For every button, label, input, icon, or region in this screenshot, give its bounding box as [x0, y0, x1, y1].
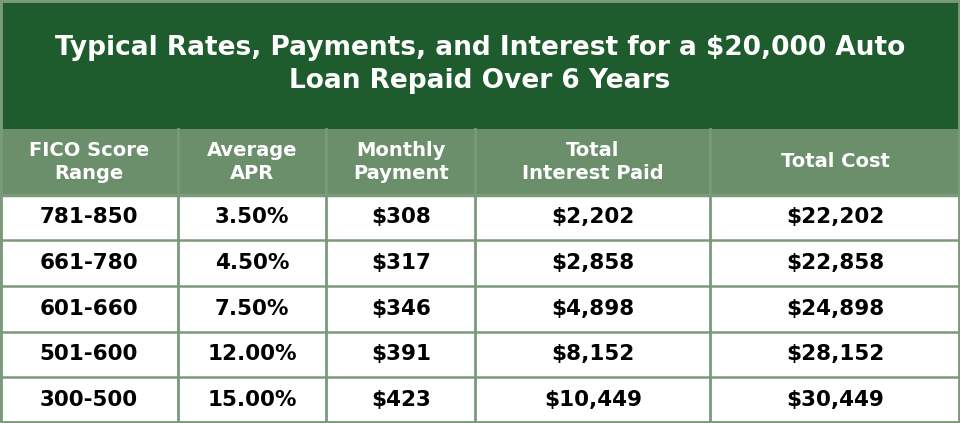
Bar	[0, 377, 960, 423]
Text: $22,858: $22,858	[786, 253, 884, 273]
Text: $22,202: $22,202	[786, 207, 884, 228]
Text: Typical Rates, Payments, and Interest for a $20,000 Auto
Loan Repaid Over 6 Year: Typical Rates, Payments, and Interest fo…	[55, 35, 905, 94]
Bar	[0, 195, 960, 240]
Bar	[0, 240, 960, 286]
Text: $28,152: $28,152	[786, 344, 884, 365]
Text: $346: $346	[371, 299, 431, 319]
Bar	[0, 286, 960, 332]
Text: 781-850: 781-850	[39, 207, 138, 228]
Text: $10,449: $10,449	[543, 390, 642, 410]
Text: 4.50%: 4.50%	[215, 253, 289, 273]
Text: Average
APR: Average APR	[206, 141, 298, 183]
Text: $2,202: $2,202	[551, 207, 635, 228]
Text: Total
Interest Paid: Total Interest Paid	[522, 141, 663, 183]
Text: FICO Score
Range: FICO Score Range	[29, 141, 149, 183]
Text: $423: $423	[371, 390, 431, 410]
Text: $2,858: $2,858	[551, 253, 635, 273]
Text: 15.00%: 15.00%	[207, 390, 297, 410]
Bar	[0, 332, 960, 377]
Text: 3.50%: 3.50%	[215, 207, 289, 228]
Text: Total Cost: Total Cost	[780, 152, 890, 171]
Text: $391: $391	[371, 344, 431, 365]
Text: Monthly
Payment: Monthly Payment	[353, 141, 448, 183]
Text: $308: $308	[371, 207, 431, 228]
Text: 12.00%: 12.00%	[207, 344, 297, 365]
Text: $24,898: $24,898	[786, 299, 884, 319]
Text: $4,898: $4,898	[551, 299, 635, 319]
Text: 501-600: 501-600	[39, 344, 138, 365]
Text: $317: $317	[371, 253, 431, 273]
Text: 7.50%: 7.50%	[215, 299, 289, 319]
Text: 601-660: 601-660	[39, 299, 138, 319]
Text: 661-780: 661-780	[39, 253, 138, 273]
Bar	[0, 129, 960, 195]
Bar	[0, 0, 960, 129]
Text: $8,152: $8,152	[551, 344, 635, 365]
Text: $30,449: $30,449	[786, 390, 884, 410]
Text: 300-500: 300-500	[39, 390, 138, 410]
